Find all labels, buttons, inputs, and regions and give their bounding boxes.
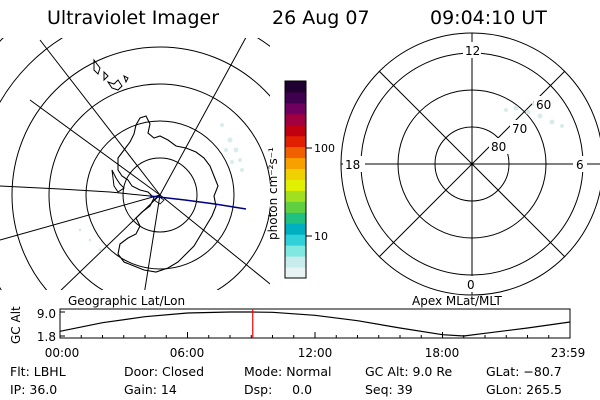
x-tick-label-1200: 12:00 — [298, 346, 333, 360]
y-tick-label-high: 9.0 — [37, 307, 56, 321]
mlt-label-18: 18 — [345, 158, 360, 172]
colorbar-unit-label: photon cm⁻²s⁻¹ — [266, 147, 280, 240]
footer-flt: Flt: LBHL — [10, 364, 66, 379]
footer-mode: Mode: Normal — [244, 364, 332, 379]
page-title: Ultraviolet Imager — [47, 7, 220, 29]
colorbar-swatch — [285, 212, 306, 224]
antarctica-outline — [117, 115, 219, 273]
colorbar-swatch — [285, 223, 306, 235]
colorbar-swatch — [285, 190, 306, 202]
colorbar-tick-10: 10 — [314, 230, 328, 243]
colorbar-swatch — [285, 256, 306, 268]
footer-door: Door: Closed — [124, 364, 205, 379]
mlat-label-60: 60 — [536, 98, 551, 112]
right-map-caption: Apex MLat/MLT — [412, 294, 502, 308]
colorbar-swatch — [285, 267, 306, 279]
colorbar-swatch — [285, 234, 306, 246]
mlat-label-80: 80 — [491, 140, 506, 154]
right-map: 12 18 6 0 60 70 80 — [340, 32, 600, 296]
mlt-label-6: 6 — [576, 158, 584, 172]
colorbar-swatch — [285, 179, 306, 191]
altitude-series-line — [59, 311, 571, 337]
footer-glat: GLat: −80.7 — [486, 364, 562, 379]
colorbar-swatch — [285, 245, 306, 257]
date-label: 26 Aug 07 — [272, 7, 370, 29]
colorbar-swatch — [285, 113, 306, 126]
colorbar-swatch — [285, 124, 306, 137]
left-map — [0, 38, 270, 290]
y-tick-label-low: 1.8 — [37, 330, 56, 344]
footer-glon: GLon: 265.5 — [486, 382, 562, 397]
colorbar-swatch — [285, 168, 306, 180]
mlt-label-0: 0 — [467, 278, 475, 292]
colorbar-swatch — [285, 91, 306, 104]
colorbar-swatch — [285, 146, 306, 159]
altitude-axis-label: GC Alt — [9, 306, 23, 344]
x-tick-label-1800: 18:00 — [425, 346, 460, 360]
x-tick-label-0600: 06:00 — [170, 346, 205, 360]
colorbar: 100 10 photon cm⁻²s⁻¹ — [266, 80, 335, 279]
time-label: 09:04:10 UT — [430, 7, 547, 29]
colorbar-swatch — [285, 157, 306, 170]
footer-ip: IP: 36.0 — [10, 382, 58, 397]
footer-dsp: Dsp: 0.0 — [244, 382, 313, 397]
mlat-label-70: 70 — [512, 122, 527, 136]
colorbar-swatch — [285, 102, 306, 115]
x-tick-label-2359: 23:59 — [551, 346, 586, 360]
aurora-dots — [78, 123, 244, 252]
mlt-label-12: 12 — [465, 44, 480, 58]
footer-seq: Seq: 39 — [365, 382, 413, 397]
ground-track — [0, 185, 151, 197]
colorbar-swatch — [285, 201, 306, 213]
footer-gain: Gain: 14 — [124, 382, 177, 397]
colorbar-swatch — [285, 81, 306, 93]
altitude-chart: GC Alt 9.0 1.8 00:00 06:00 12:00 18:00 2… — [9, 306, 585, 360]
x-tick-label-0000: 00:00 — [45, 346, 80, 360]
footer-gcalt: GC Alt: 9.0 Re — [365, 364, 453, 379]
colorbar-swatch — [285, 135, 306, 148]
colorbar-tick-100: 100 — [314, 142, 335, 155]
left-map-caption: Geographic Lat/Lon — [68, 294, 185, 308]
